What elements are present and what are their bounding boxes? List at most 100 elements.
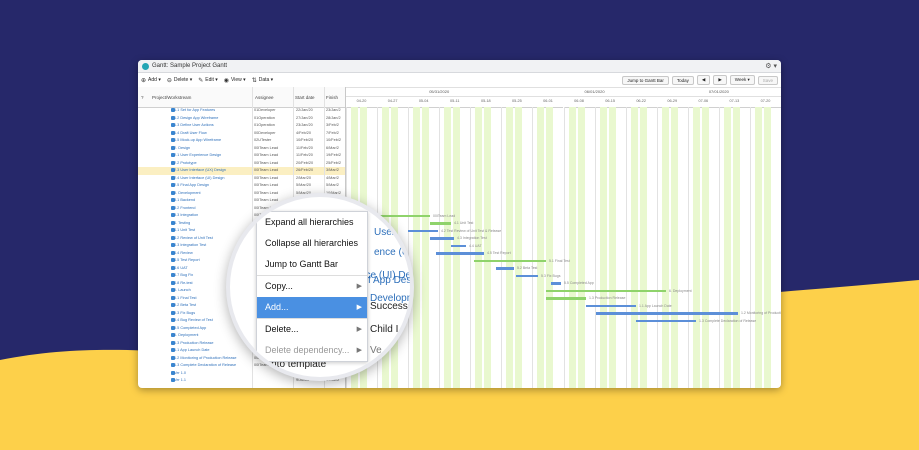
row-name: 2.3 User Interface (UX) Design xyxy=(174,168,226,172)
context-menu-item-copy[interactable]: Copy... ▶ xyxy=(257,276,367,297)
delete-button[interactable]: ⊖ Delete ▾ xyxy=(166,77,193,84)
checkbox-icon[interactable] xyxy=(171,370,175,375)
gear-icon[interactable]: ⚙ ▾ xyxy=(765,63,777,70)
checkbox-icon[interactable] xyxy=(171,250,175,255)
gantt-bar-label: 4.5 Test Report xyxy=(487,251,511,255)
context-menu-item-collapse-all-hierarchies[interactable]: Collapse all hierarchies xyxy=(257,233,367,254)
checkbox-icon[interactable] xyxy=(171,130,175,135)
delete-label: Delete xyxy=(173,77,189,83)
checkbox-icon[interactable] xyxy=(171,265,175,270)
checkbox-icon[interactable] xyxy=(171,138,175,142)
checkbox-icon[interactable] xyxy=(171,340,175,345)
gantt-bar[interactable] xyxy=(346,214,430,217)
checkbox-icon[interactable] xyxy=(171,175,175,180)
checkbox-icon[interactable] xyxy=(171,348,175,352)
checkbox-icon[interactable] xyxy=(171,310,175,315)
checkbox-icon[interactable] xyxy=(171,183,175,187)
checkbox-icon[interactable] xyxy=(171,160,175,165)
table-row[interactable]: 3. Development 00ITeam Lead 5/Mar/20 10/Mar… xyxy=(138,190,346,198)
zoom-week-select[interactable]: Week ▾ xyxy=(729,75,755,85)
checkbox-icon[interactable] xyxy=(171,355,175,360)
view-button[interactable]: ◉ View ▾ xyxy=(223,77,246,84)
gantt-bar[interactable] xyxy=(636,319,696,322)
table-row[interactable]: 1.3 Define User Actions 01Operation 23/Jan… xyxy=(138,122,346,130)
submenu-ve: Ve xyxy=(370,345,382,356)
table-row[interactable]: 1.5 Mock-up App Wireframe 02UTester 10/Feb… xyxy=(138,137,346,145)
row-assignee: 01Operation xyxy=(254,123,275,127)
context-menu-item-delete[interactable]: Delete... ▶ xyxy=(257,319,367,340)
next-icon[interactable]: ▶ xyxy=(713,75,727,85)
context-menu-item-jump-to-gantt-bar[interactable]: Jump to Gantt Bar xyxy=(257,254,367,275)
prev-icon[interactable]: ◀ xyxy=(696,75,711,85)
checkbox-icon[interactable] xyxy=(171,168,175,172)
row-start: 26/Feb/20 xyxy=(296,168,314,172)
table-row[interactable]: 1.1 Set for App Features 01Developer 22/Ja… xyxy=(138,107,346,115)
checkbox-icon[interactable] xyxy=(171,280,175,285)
table-row[interactable]: 2.1 User Experience Design 00ITeam Lead 11… xyxy=(138,152,346,160)
checkbox-icon[interactable] xyxy=(171,303,175,307)
context-menu-item-add[interactable]: Add... ▶ xyxy=(257,297,367,318)
gantt-bar[interactable] xyxy=(430,222,451,225)
help-icon[interactable]: ? xyxy=(141,95,144,100)
header-assignee[interactable]: Assignee xyxy=(255,95,274,100)
table-row[interactable]: 2. Design 00ITeam Lead 11/Feb/20 6/Mar/2 xyxy=(138,145,346,153)
gantt-bar[interactable] xyxy=(596,312,738,315)
table-row[interactable]: 1.2 Design App Wireframe 01Operation 27/Ja… xyxy=(138,115,346,123)
menu-item-label: Collapse all hierarchies xyxy=(265,238,359,248)
checkbox-icon[interactable] xyxy=(171,213,175,217)
checkbox-icon[interactable] xyxy=(171,363,175,367)
edit-button[interactable]: ✎ Edit ▾ xyxy=(198,77,218,84)
gantt-bar[interactable] xyxy=(496,267,514,270)
window-title: Gantt: Sample Project Gantt xyxy=(152,63,228,69)
checkbox-icon[interactable] xyxy=(171,295,175,300)
checkbox-icon[interactable] xyxy=(171,153,175,157)
checkbox-icon[interactable] xyxy=(171,123,175,127)
gantt-bar[interactable] xyxy=(436,252,484,255)
checkbox-icon[interactable] xyxy=(171,288,175,292)
jump-to-gantt-bar-button[interactable]: Jump to Gantt Bar xyxy=(622,75,669,85)
gantt-bar[interactable] xyxy=(546,297,586,300)
submenu-successor[interactable]: Successo xyxy=(370,301,414,312)
gantt-bar[interactable] xyxy=(586,304,636,307)
checkbox-icon[interactable] xyxy=(171,378,175,382)
checkbox-icon[interactable] xyxy=(171,235,175,240)
row-name: 4.5 Test Report xyxy=(174,258,200,262)
gantt-bar[interactable] xyxy=(546,289,666,292)
header-start[interactable]: Start date xyxy=(295,95,315,100)
save-button[interactable]: Save xyxy=(757,75,778,85)
today-button[interactable]: Today xyxy=(671,75,694,85)
gantt-bar[interactable] xyxy=(451,244,466,247)
checkbox-icon[interactable] xyxy=(171,333,175,337)
gantt-bar[interactable] xyxy=(430,237,454,240)
table-row[interactable]: 2.4 User Interface (UI) Design 00ITeam Le… xyxy=(138,175,346,183)
gantt-bar[interactable] xyxy=(551,282,561,285)
submenu-child[interactable]: Child I xyxy=(370,324,399,335)
checkbox-icon[interactable] xyxy=(171,243,175,247)
data-button[interactable]: ⇅ Data ▾ xyxy=(251,77,274,84)
checkbox-icon[interactable] xyxy=(171,198,175,202)
checkbox-icon[interactable] xyxy=(171,318,175,322)
gantt-bar[interactable] xyxy=(474,259,546,262)
checkbox-icon[interactable] xyxy=(171,205,175,210)
data-label: Data xyxy=(258,77,270,83)
checkbox-icon[interactable] xyxy=(171,108,175,112)
gantt-bar[interactable] xyxy=(408,229,438,232)
checkbox-icon[interactable] xyxy=(171,115,175,120)
checkbox-icon[interactable] xyxy=(171,228,175,232)
header-finish[interactable]: Finish xyxy=(326,95,339,100)
gantt-bar[interactable] xyxy=(516,274,538,277)
table-row[interactable]: 2.3 User Interface (UX) Design 00ITeam Le… xyxy=(138,167,346,175)
checkbox-icon[interactable] xyxy=(171,145,175,150)
context-menu-item-expand-all-hierarchies[interactable]: Expand all hierarchies xyxy=(257,212,367,233)
header-name[interactable]: Project/Workstream xyxy=(152,95,192,100)
checkbox-icon[interactable] xyxy=(171,325,175,330)
add-button[interactable]: ⊕ Add ▾ xyxy=(141,77,161,84)
checkbox-icon[interactable] xyxy=(171,190,175,195)
checkbox-icon[interactable] xyxy=(171,273,175,277)
table-row[interactable]: 2.2 Prototype 00ITeam Lead 20/Feb/20 25/Feb… xyxy=(138,160,346,168)
context-menu-item-delete-dependency[interactable]: Delete dependency... ▶ xyxy=(257,340,367,361)
checkbox-icon[interactable] xyxy=(171,220,175,225)
checkbox-icon[interactable] xyxy=(171,258,175,262)
table-row[interactable]: 2.5 Final App Design 00ITeam Lead 5/Mar/20… xyxy=(138,182,346,190)
table-row[interactable]: 1.4 Draft User Flow 00Developer 4/Feb/20 7/… xyxy=(138,130,346,138)
